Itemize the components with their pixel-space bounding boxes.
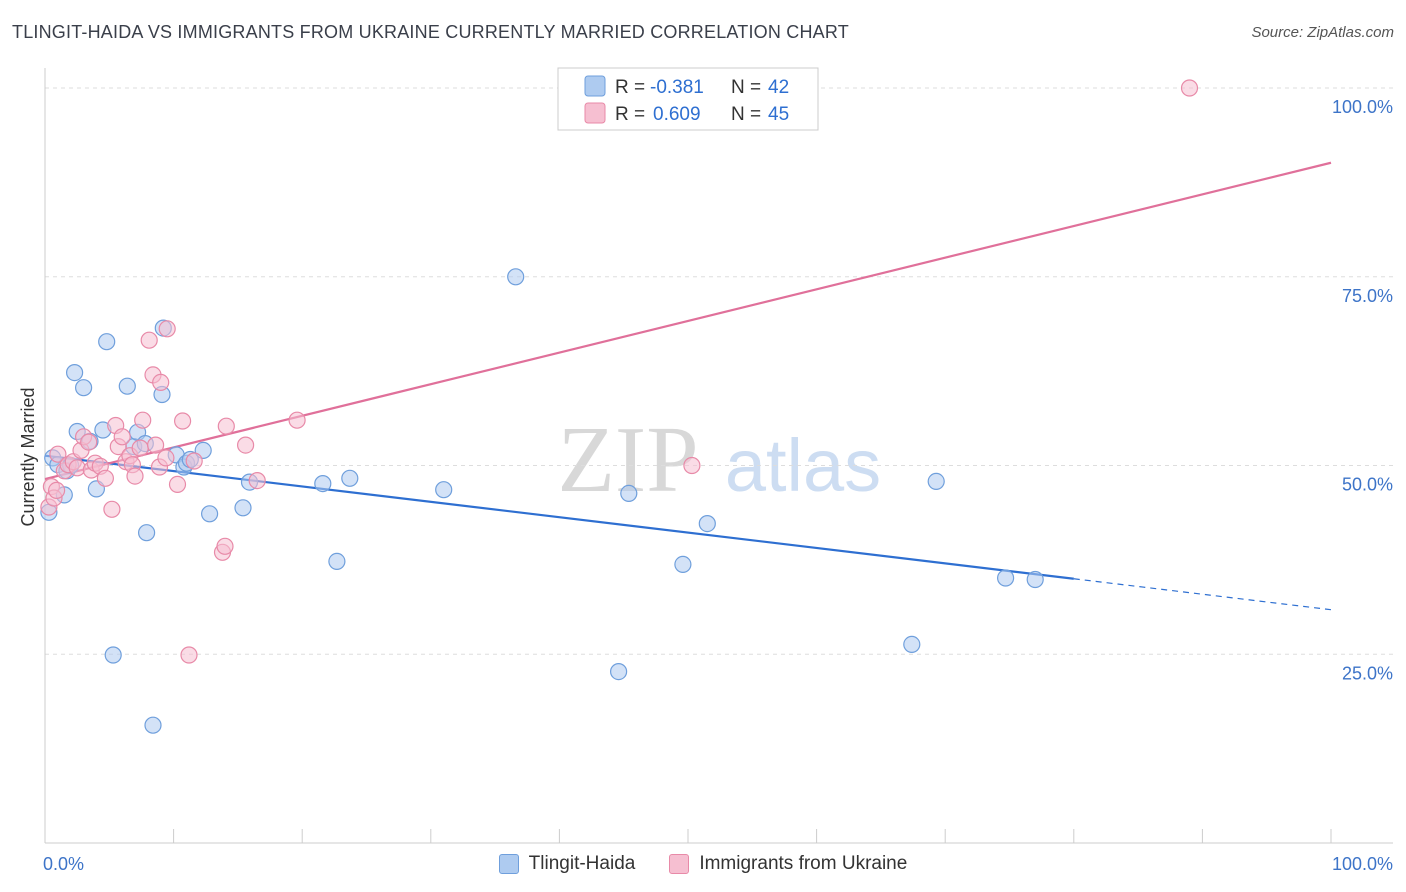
legend-n-label-blue: N = xyxy=(731,77,761,98)
series-legend: Tlingit-Haida Immigrants from Ukraine xyxy=(0,848,1406,880)
data-points xyxy=(40,79,1199,734)
tick-labels: 25.0% 50.0% 75.0% 100.0% 0.0% 100.0% xyxy=(43,97,1393,874)
point-tlingit-haida xyxy=(341,469,359,487)
axes xyxy=(44,68,1393,844)
point-ukraine xyxy=(216,537,234,555)
point-tlingit-haida xyxy=(328,552,346,571)
point-ukraine xyxy=(113,428,131,446)
x-tick-label: 100.0% xyxy=(1332,854,1393,874)
legend-swatch-blue xyxy=(584,75,606,97)
point-ukraine xyxy=(140,331,158,349)
watermark-atlas: atlas xyxy=(725,424,881,507)
legend-r-value-blue: -0.381 xyxy=(650,77,704,98)
trend-line-tlingit-haida-extension xyxy=(1073,578,1332,611)
point-ukraine xyxy=(168,475,187,493)
point-ukraine xyxy=(49,445,67,463)
point-tlingit-haida xyxy=(698,514,716,533)
point-tlingit-haida xyxy=(144,716,162,734)
legend-n-value-blue: 42 xyxy=(768,77,789,98)
point-ukraine xyxy=(126,467,144,485)
point-ukraine xyxy=(217,417,235,435)
point-tlingit-haida xyxy=(507,268,525,286)
point-ukraine xyxy=(180,646,198,664)
chart-title: TLINGIT-HAIDA VS IMMIGRANTS FROM UKRAINE… xyxy=(12,22,849,42)
legend-r-label-blue: R = xyxy=(615,77,645,98)
y-tick-label: 75.0% xyxy=(1342,286,1393,306)
point-tlingit-haida xyxy=(1026,570,1044,589)
point-ukraine xyxy=(288,411,306,429)
point-tlingit-haida xyxy=(609,662,628,681)
legend-swatch-tlingit-haida xyxy=(498,854,519,874)
point-tlingit-haida xyxy=(903,635,921,654)
point-ukraine xyxy=(147,436,165,454)
legend-label-ukraine: Immigrants from Ukraine xyxy=(699,853,908,874)
point-ukraine xyxy=(157,449,175,467)
point-ukraine xyxy=(1180,79,1199,97)
legend-r-label-pink: R = xyxy=(615,104,645,125)
point-tlingit-haida xyxy=(674,555,692,574)
legend-swatch-pink xyxy=(584,102,606,124)
y-tick-label: 50.0% xyxy=(1342,475,1393,495)
legend-n-value-pink: 45 xyxy=(768,104,789,125)
point-ukraine xyxy=(47,481,66,499)
point-tlingit-haida xyxy=(314,475,332,493)
legend-swatch-ukraine xyxy=(669,854,690,874)
watermark: ZIP atlas xyxy=(558,408,882,512)
point-tlingit-haida xyxy=(435,481,453,499)
source-credit: Source: ZipAtlas.com xyxy=(1251,24,1394,41)
trend-lines xyxy=(44,161,1332,611)
point-tlingit-haida xyxy=(138,524,156,542)
point-tlingit-haida xyxy=(234,499,252,517)
legend-item-ukraine: Immigrants from Ukraine xyxy=(669,853,907,875)
legend-r-value-pink: 0.609 xyxy=(653,104,701,125)
legend-item-tlingit-haida: Tlingit-Haida xyxy=(498,853,636,875)
point-ukraine xyxy=(103,500,121,518)
point-ukraine xyxy=(237,436,255,454)
point-ukraine xyxy=(185,452,203,470)
y-tick-label: 25.0% xyxy=(1342,663,1393,683)
point-ukraine xyxy=(152,373,170,391)
point-ukraine xyxy=(158,320,176,338)
point-tlingit-haida xyxy=(927,472,945,490)
correlation-legend: R = -0.381 N = 42 R = 0.609 N = 45 xyxy=(557,67,819,131)
trend-line-tlingit-haida xyxy=(44,454,1074,580)
legend-label-tlingit-haida: Tlingit-Haida xyxy=(528,853,636,874)
point-tlingit-haida xyxy=(118,377,136,395)
point-tlingit-haida xyxy=(98,333,116,351)
point-tlingit-haida xyxy=(104,646,122,664)
point-tlingit-haida xyxy=(201,505,219,523)
point-tlingit-haida xyxy=(74,379,93,397)
point-ukraine xyxy=(134,411,152,429)
point-ukraine xyxy=(131,439,149,457)
point-tlingit-haida xyxy=(65,364,84,382)
point-tlingit-haida xyxy=(996,569,1015,587)
point-ukraine xyxy=(96,469,115,487)
y-tick-label: 100.0% xyxy=(1332,97,1393,117)
point-ukraine xyxy=(174,412,192,430)
point-ukraine xyxy=(248,472,266,490)
point-ukraine xyxy=(683,456,701,475)
point-ukraine xyxy=(80,433,98,451)
point-tlingit-haida xyxy=(620,484,638,502)
point-ukraine xyxy=(68,459,86,477)
legend-n-label-pink: N = xyxy=(731,104,761,125)
y-axis-label: Currently Married xyxy=(18,387,38,526)
x-tick-label: 0.0% xyxy=(43,854,84,874)
trend-line-ukraine xyxy=(44,161,1332,481)
gridlines xyxy=(45,87,1393,655)
